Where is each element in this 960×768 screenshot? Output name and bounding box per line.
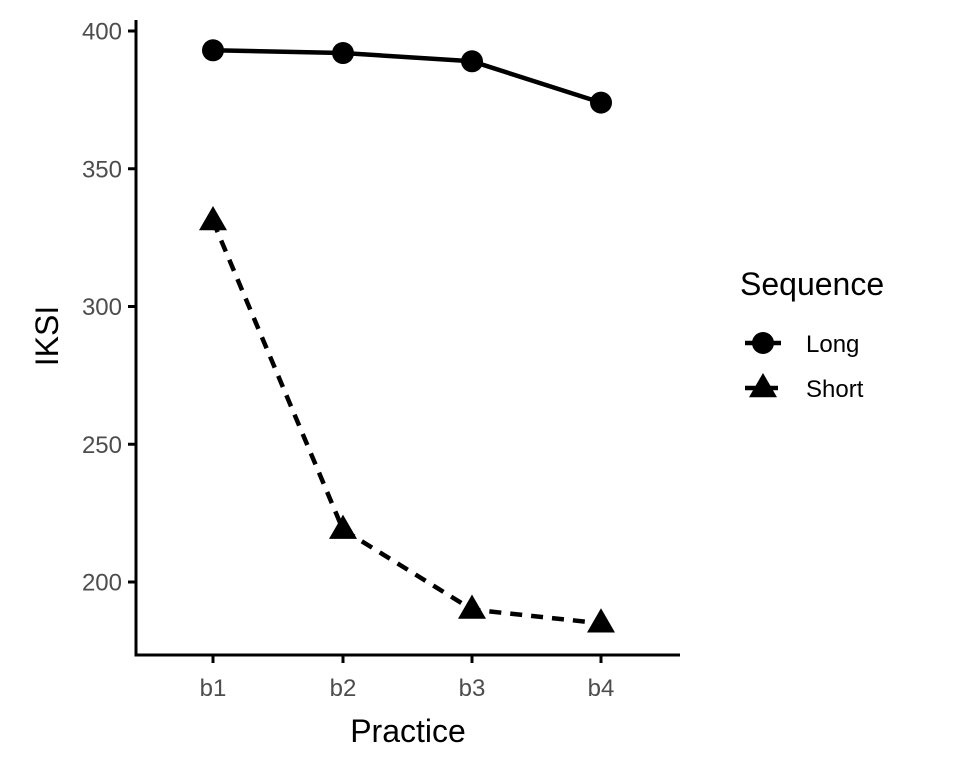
- series-line-long: [212, 48, 602, 105]
- plot-area: [199, 39, 615, 633]
- legend-label: Short: [806, 376, 864, 403]
- x-tick-label: b4: [588, 675, 615, 702]
- legend-item-short: Short: [745, 372, 864, 403]
- data-point-short: [587, 608, 615, 633]
- data-point-short: [329, 514, 357, 539]
- x-tick-label: b3: [459, 675, 486, 702]
- x-axis-ticks: b1 b2 b3 b4: [200, 655, 615, 702]
- legend-key-marker-long: [752, 332, 774, 354]
- y-axis-ticks: 200 250 300 350 400: [82, 19, 136, 597]
- y-tick-label: 400: [82, 19, 122, 46]
- y-axis-title: IKSI: [29, 306, 65, 366]
- series-long: [202, 39, 612, 114]
- legend-label: Long: [806, 331, 859, 358]
- series-line-short: [210, 220, 602, 626]
- x-tick-label: b1: [200, 675, 227, 702]
- data-point-long: [332, 42, 354, 65]
- legend-items: Long Short: [745, 331, 864, 403]
- axes: [134, 20, 680, 657]
- x-tick-label: b2: [330, 675, 357, 702]
- x-axis-title: Practice: [350, 713, 466, 749]
- y-tick-label: 300: [82, 294, 122, 321]
- data-point-long: [590, 91, 612, 114]
- data-point-short: [199, 206, 227, 231]
- legend: Sequence Long Short: [740, 266, 884, 403]
- series-short: [199, 206, 615, 633]
- y-tick-label: 200: [82, 570, 122, 597]
- data-point-long: [461, 50, 483, 73]
- data-point-long: [202, 39, 224, 62]
- y-tick-label: 250: [82, 432, 122, 459]
- legend-item-long: Long: [745, 331, 859, 358]
- data-point-short: [458, 594, 486, 619]
- legend-key-marker-short: [749, 372, 777, 398]
- y-tick-label: 350: [82, 156, 122, 183]
- legend-title: Sequence: [740, 266, 884, 302]
